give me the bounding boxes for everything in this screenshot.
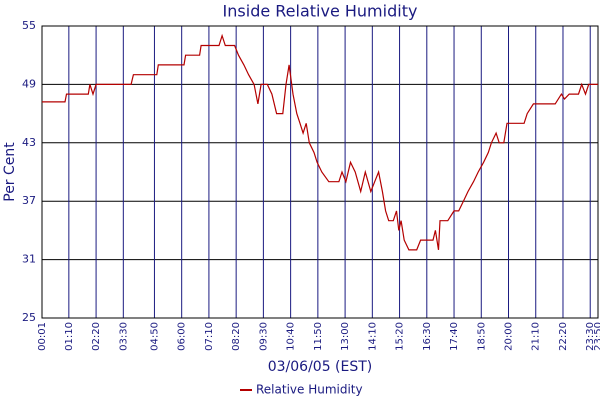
x-tick-label: 10:40 (286, 322, 297, 351)
x-tick-label: 18:50 (476, 322, 487, 351)
y-tick-label: 43 (22, 136, 36, 149)
x-tick-label: 08:20 (231, 322, 242, 351)
data-line (42, 33, 598, 251)
x-tick-label: 09:30 (258, 322, 269, 351)
x-tick-label: 04:50 (149, 322, 160, 351)
y-axis-label: Per Cent (2, 142, 18, 202)
x-tick-label: 22:20 (558, 322, 569, 351)
x-tick-label: 23:50 (593, 322, 600, 351)
x-tick-label: 13:00 (340, 322, 351, 351)
x-tick-label: 00:01 (37, 322, 48, 351)
x-tick-label: 02:20 (91, 322, 102, 351)
x-axis-label: 03/06/05 (EST) (268, 359, 373, 375)
x-tick-label: 11:50 (313, 322, 324, 351)
x-tick-label: 23:30 (585, 322, 596, 351)
x-tick-label: 07:10 (204, 322, 215, 351)
x-tick-label: 14:10 (367, 322, 378, 351)
x-tick-label: 03:30 (118, 322, 129, 351)
x-tick-label: 21:10 (531, 322, 542, 351)
x-tick-label: 06:00 (177, 322, 188, 351)
x-tick-label: 20:00 (504, 322, 515, 351)
y-tick-label: 55 (22, 19, 36, 32)
plot-frame (41, 25, 599, 319)
y-tick-label: 49 (22, 77, 36, 90)
legend-label: Relative Humidity (256, 383, 363, 397)
chart-title: Inside Relative Humidity (223, 2, 418, 21)
x-tick-label: 15:20 (395, 322, 406, 351)
y-tick-label: 37 (22, 194, 36, 207)
y-tick-label: 25 (22, 311, 36, 324)
x-tick-label: 16:30 (422, 322, 433, 351)
x-tick-label: 17:40 (449, 322, 460, 351)
x-tick-label: 01:10 (64, 322, 75, 351)
y-tick-label: 31 (22, 253, 36, 266)
